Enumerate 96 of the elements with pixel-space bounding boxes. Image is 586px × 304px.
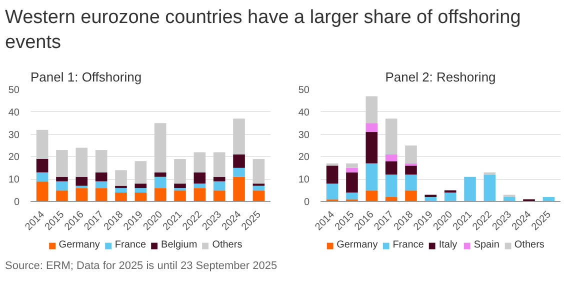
bar: [503, 197, 516, 202]
y-tick-label: 0: [304, 197, 310, 208]
bar: [213, 190, 226, 202]
bar: [213, 176, 226, 182]
bar: [194, 152, 206, 172]
bar: [56, 181, 68, 190]
bar: [56, 150, 68, 177]
bar: [194, 172, 206, 184]
bar: [213, 152, 226, 177]
bar: [115, 186, 127, 188]
legend-label: Others: [514, 240, 544, 250]
bar: [76, 148, 88, 177]
bar: [76, 176, 88, 186]
bar: [385, 118, 398, 154]
bar: [366, 123, 378, 132]
bar: [95, 181, 108, 188]
legend-label: Italy: [438, 240, 458, 250]
bar: [134, 184, 147, 188]
chart-title: Western eurozone countries have a larger share of offshoring events: [5, 6, 522, 55]
bar: [36, 158, 48, 172]
bar: [405, 190, 417, 202]
y-tick-label: 30: [8, 130, 20, 141]
y-tick-label: 40: [8, 107, 20, 118]
bar: [154, 172, 166, 177]
bar: [174, 184, 186, 188]
y-tick-label: 0: [14, 197, 20, 208]
bar: [405, 166, 417, 175]
bar: [174, 158, 186, 184]
bar: [346, 192, 358, 200]
bar: [233, 176, 245, 202]
source-note: Source: ERM; Data for 2025 is until 23 September 2025: [5, 259, 278, 274]
bar: [405, 163, 417, 166]
bar: [346, 172, 358, 193]
legend-label: Others: [212, 240, 242, 250]
chart-subtitle: Panel 1: Offshoring: [30, 70, 142, 84]
bar: [76, 186, 88, 188]
bar: [366, 190, 378, 202]
bar: [366, 163, 378, 190]
bar: [95, 172, 108, 182]
legend-label: France: [114, 240, 146, 250]
bar: [405, 174, 417, 190]
bar: [194, 188, 206, 202]
bar: [56, 176, 68, 182]
legend-label: Belgium: [161, 240, 198, 250]
bar: [174, 190, 186, 202]
legend-label: Germany: [336, 240, 378, 250]
bar: [233, 154, 245, 168]
y-tick-label: 10: [298, 174, 310, 186]
bar: [115, 192, 127, 202]
bar: [115, 170, 127, 186]
bar: [464, 176, 476, 202]
bar: [252, 190, 265, 202]
bar: [36, 172, 48, 182]
legend-label: France: [392, 240, 424, 250]
y-tick-label: 10: [8, 174, 20, 186]
bar: [503, 194, 516, 198]
y-tick-label: 40: [298, 107, 310, 118]
bar: [233, 168, 245, 177]
bar: [444, 192, 456, 202]
bar: [194, 184, 206, 188]
bar: [95, 188, 108, 202]
bar: [366, 132, 378, 164]
y-tick-label: 50: [298, 85, 310, 96]
bar: [134, 161, 147, 184]
bar: [115, 188, 127, 193]
y-tick-label: 50: [8, 85, 20, 96]
bar: [134, 188, 147, 193]
bar: [76, 188, 88, 202]
bar: [56, 190, 68, 202]
bar: [252, 186, 265, 190]
bar: [252, 158, 265, 184]
bar: [346, 163, 358, 168]
legend-label: Germany: [58, 240, 100, 250]
chart-title: Panel 2: Reshoring: [385, 70, 496, 84]
legend-label: Spain: [474, 240, 500, 250]
bar: [385, 174, 398, 198]
bar: [326, 166, 338, 184]
bar: [36, 130, 48, 159]
y-tick-label: 20: [8, 152, 20, 164]
bar: [36, 181, 48, 202]
bar: [385, 161, 398, 175]
bar: [346, 168, 358, 172]
bar: [95, 150, 108, 172]
bar: [213, 181, 226, 190]
bar: [366, 96, 378, 124]
bar: [385, 154, 398, 162]
y-tick-label: 30: [298, 130, 310, 141]
bar: [484, 174, 496, 202]
y-tick-label: 20: [298, 152, 310, 164]
bar: [154, 176, 166, 188]
bar: [405, 146, 417, 164]
bar: [326, 184, 338, 200]
bar: [154, 123, 166, 172]
bar: [233, 118, 245, 154]
bar: [134, 192, 147, 202]
bar: [154, 188, 166, 202]
